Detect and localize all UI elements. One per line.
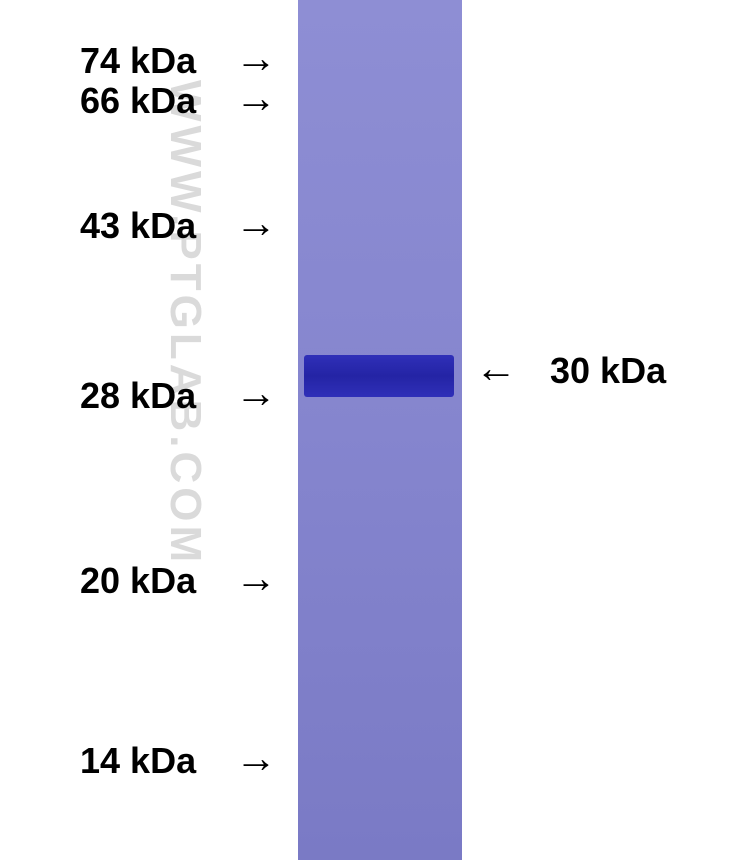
result-label: 30 kDa	[550, 350, 666, 392]
gel-lane	[298, 0, 462, 860]
marker-arrow-icon: →	[235, 199, 277, 247]
marker-label: 14 kDa	[80, 740, 196, 782]
marker-label: 43 kDa	[80, 205, 196, 247]
watermark-text: WWW.PTGLAB.COM	[160, 80, 210, 566]
marker-arrow-icon: →	[235, 369, 277, 417]
marker-label: 28 kDa	[80, 375, 196, 417]
marker-arrow-icon: →	[235, 734, 277, 782]
marker-label: 20 kDa	[80, 560, 196, 602]
result-arrow-icon: ←	[475, 344, 517, 392]
marker-label: 66 kDa	[80, 80, 196, 122]
marker-label: 74 kDa	[80, 40, 196, 82]
marker-arrow-icon: →	[235, 554, 277, 602]
gel-figure: WWW.PTGLAB.COM 74 kDa → 66 kDa → 43 kDa → 28 k…	[0, 0, 740, 864]
marker-arrow-icon: →	[235, 74, 277, 122]
protein-band	[304, 355, 454, 397]
